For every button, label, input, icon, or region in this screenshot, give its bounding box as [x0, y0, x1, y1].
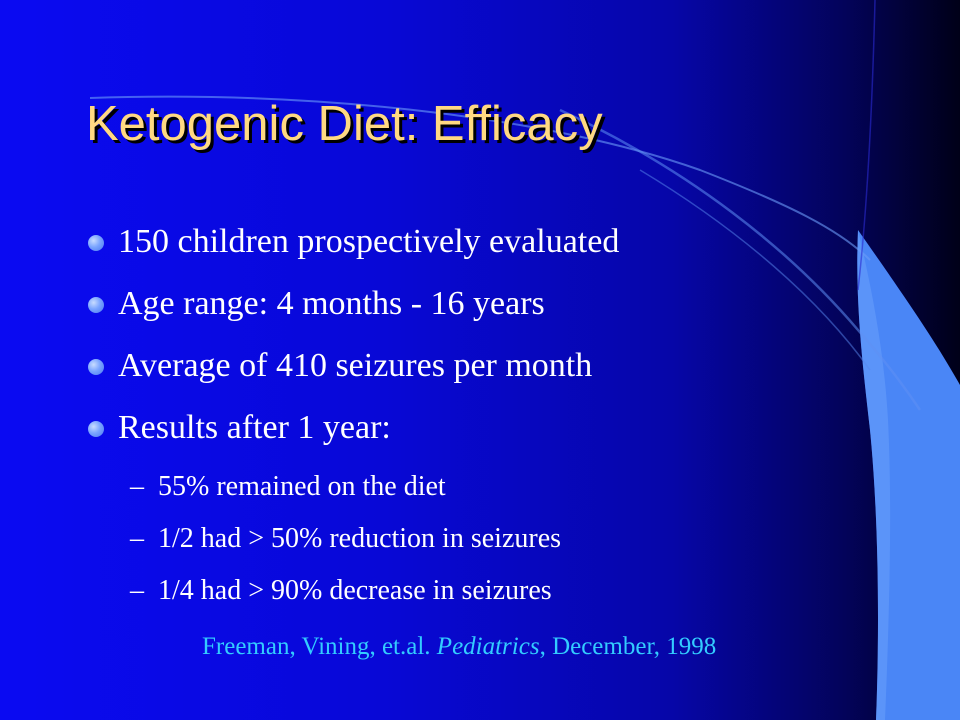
swoosh-line-2	[559, 108, 922, 411]
sub-bullet-quarter-decrease: 1/4 had > 90% decrease in seizures	[158, 575, 552, 606]
citation-authors: Freeman, Vining, et.al.	[202, 633, 437, 660]
sub-bullet-dash: –	[130, 575, 144, 606]
citation-date: , December, 1998	[539, 633, 717, 660]
bullet-item-seizures-average: Average of 410 seizures per month	[118, 347, 593, 384]
swoosh-edge-line	[857, 0, 876, 291]
citation-journal: Pediatrics	[436, 633, 540, 660]
sub-bullet-half-reduction: 1/2 had > 50% reduction in seizures	[158, 523, 562, 554]
citation: Freeman, Vining, et.al. Pediatrics, Dece…	[202, 632, 716, 662]
sub-bullet-dash: –	[130, 523, 144, 554]
bullet-item-children: 150 children prospectively evaluated	[118, 223, 620, 260]
swoosh-inner-band	[857, 230, 891, 720]
bullet-dot-icon	[88, 235, 104, 251]
swoosh-line-1	[89, 95, 871, 261]
bullet-item-age-range: Age range: 4 months - 16 years	[118, 285, 545, 322]
bullet-dot-icon	[88, 297, 104, 313]
bullet-dot-icon	[88, 359, 104, 375]
sub-bullet-remained: 55% remained on the diet	[158, 471, 446, 502]
swoosh-line-3	[639, 169, 871, 371]
slide-title: Ketogenic Diet: Efficacy	[86, 97, 603, 151]
bullet-dot-icon	[88, 421, 104, 437]
sub-bullet-dash: –	[130, 471, 144, 502]
bullet-item-results: Results after 1 year:	[118, 409, 391, 446]
